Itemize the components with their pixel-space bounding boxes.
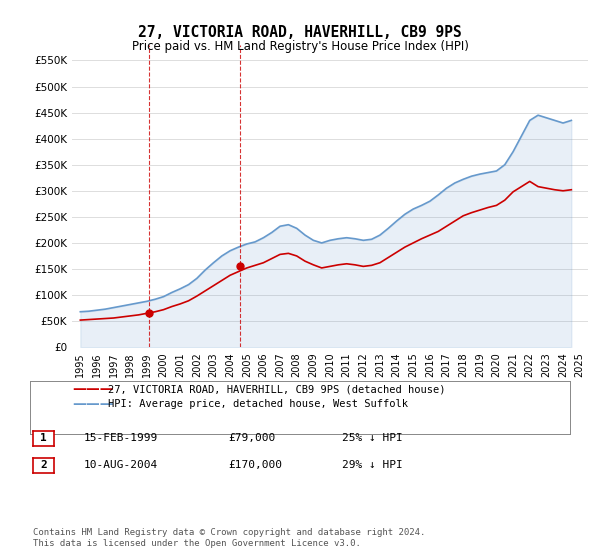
Text: 29% ↓ HPI: 29% ↓ HPI bbox=[342, 460, 403, 470]
Text: HPI: Average price, detached house, West Suffolk: HPI: Average price, detached house, West… bbox=[108, 399, 408, 409]
Text: 15-FEB-1999: 15-FEB-1999 bbox=[84, 433, 158, 444]
Text: £79,000: £79,000 bbox=[228, 433, 275, 444]
Text: 25% ↓ HPI: 25% ↓ HPI bbox=[342, 433, 403, 444]
Text: £170,000: £170,000 bbox=[228, 460, 282, 470]
Text: ———: ——— bbox=[72, 398, 113, 411]
Text: Contains HM Land Registry data © Crown copyright and database right 2024.
This d: Contains HM Land Registry data © Crown c… bbox=[33, 528, 425, 548]
Text: 2: 2 bbox=[40, 460, 47, 470]
Text: ———: ——— bbox=[72, 382, 113, 396]
Text: 27, VICTORIA ROAD, HAVERHILL, CB9 9PS: 27, VICTORIA ROAD, HAVERHILL, CB9 9PS bbox=[138, 25, 462, 40]
Text: Price paid vs. HM Land Registry's House Price Index (HPI): Price paid vs. HM Land Registry's House … bbox=[131, 40, 469, 53]
Text: 1: 1 bbox=[40, 433, 47, 444]
Text: 10-AUG-2004: 10-AUG-2004 bbox=[84, 460, 158, 470]
Text: 27, VICTORIA ROAD, HAVERHILL, CB9 9PS (detached house): 27, VICTORIA ROAD, HAVERHILL, CB9 9PS (d… bbox=[108, 384, 445, 394]
